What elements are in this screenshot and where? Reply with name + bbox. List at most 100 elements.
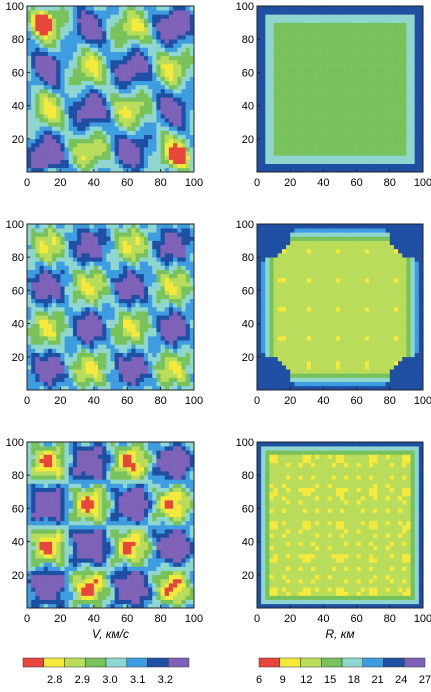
heatmap-cell <box>106 76 111 81</box>
heatmap-cell <box>164 97 170 102</box>
heatmap-cell <box>143 228 149 233</box>
heatmap-cell <box>410 167 415 173</box>
heatmap-cell <box>373 89 378 94</box>
heatmap-cell <box>344 26 349 32</box>
heatmap-cell <box>72 282 78 287</box>
heatmap-cell <box>97 228 103 233</box>
heatmap-cell <box>81 381 86 387</box>
heatmap-cell <box>139 273 145 279</box>
heatmap-cell <box>185 30 191 36</box>
heatmap-cell <box>106 101 111 106</box>
heatmap-cell <box>398 39 403 44</box>
heatmap-cell <box>102 59 107 65</box>
heatmap-cell <box>39 84 44 90</box>
heatmap-cell <box>160 138 166 144</box>
heatmap-cell <box>156 323 161 329</box>
heatmap-cell <box>177 10 182 15</box>
heatmap-cell <box>286 22 291 28</box>
heatmap-cell <box>77 344 82 349</box>
heatmap-cell <box>123 331 128 337</box>
heatmap-cell <box>306 84 312 90</box>
heatmap-cell <box>269 35 274 40</box>
heatmap-cell <box>60 93 65 98</box>
heatmap-cell <box>114 298 120 304</box>
heatmap-cell <box>143 68 149 73</box>
heatmap-cell <box>306 89 312 94</box>
heatmap-cell <box>152 51 157 57</box>
heatmap-cell <box>327 80 332 86</box>
heatmap-cell <box>189 344 195 349</box>
heatmap-cell <box>139 72 145 77</box>
heatmap-cell <box>298 51 303 57</box>
heatmap-cell <box>118 10 124 15</box>
heatmap-cell <box>261 14 266 19</box>
heatmap-cell <box>43 360 49 366</box>
heatmap-cell <box>327 118 332 123</box>
heatmap-cell <box>302 80 308 86</box>
heatmap-cell <box>168 319 174 324</box>
heatmap-cell <box>135 14 141 19</box>
heatmap-cell <box>131 319 136 324</box>
heatmap-cell <box>85 89 90 94</box>
heatmap-cell <box>327 55 332 61</box>
heatmap-cell <box>93 236 99 241</box>
heatmap-cell <box>402 126 407 131</box>
heatmap-cell <box>164 244 170 250</box>
heatmap-cell <box>60 64 65 69</box>
heatmap-cell <box>60 377 65 382</box>
heatmap-cell <box>35 327 40 333</box>
heatmap-cell <box>131 336 136 341</box>
heatmap-cell <box>164 68 170 73</box>
heatmap-cell <box>97 315 103 320</box>
heatmap-cell <box>189 142 195 148</box>
heatmap-cell <box>60 35 65 40</box>
heatmap-cell <box>290 97 295 102</box>
heatmap-cell <box>418 113 424 119</box>
heatmap-cell <box>135 365 141 370</box>
heatmap-cell <box>106 365 111 370</box>
heatmap-cell <box>123 10 128 15</box>
heatmap-cell <box>164 261 170 266</box>
heatmap-cell <box>102 340 107 345</box>
heatmap-cell <box>168 51 174 57</box>
heatmap-cell <box>393 147 399 152</box>
heatmap-cell <box>323 109 328 115</box>
heatmap-cell <box>257 18 262 23</box>
heatmap-cell <box>152 55 157 61</box>
heatmap-cell <box>31 336 36 341</box>
heatmap-cell <box>139 228 145 233</box>
heatmap-cell <box>298 126 303 131</box>
x-tick-label: 0 <box>24 395 30 407</box>
heatmap-cell <box>352 126 357 131</box>
heatmap-cell <box>344 159 349 164</box>
heatmap-cell <box>156 327 161 333</box>
heatmap-cell <box>319 39 324 44</box>
heatmap-cell <box>310 126 316 131</box>
heatmap-cell <box>385 26 391 32</box>
heatmap-cell <box>47 319 53 324</box>
heatmap-cell <box>72 381 78 387</box>
heatmap-cell <box>335 167 341 173</box>
heatmap-cell <box>77 356 82 362</box>
heatmap-cell <box>148 134 153 140</box>
heatmap-cell <box>93 369 99 374</box>
heatmap-cell <box>185 134 191 140</box>
heatmap-cell <box>327 97 332 102</box>
heatmap-cell <box>68 43 74 48</box>
heatmap-cell <box>306 147 312 152</box>
heatmap-cell <box>81 290 86 295</box>
heatmap-cell <box>68 6 74 11</box>
heatmap-cell <box>97 59 103 65</box>
heatmap-cell <box>189 55 195 61</box>
heatmap-cell <box>123 369 128 374</box>
heatmap-cell <box>156 294 161 299</box>
heatmap-cell <box>257 340 262 345</box>
heatmap-cell <box>118 282 124 287</box>
heatmap-cell <box>181 105 186 111</box>
heatmap-cell <box>168 224 174 229</box>
heatmap-cell <box>269 109 274 115</box>
heatmap-cell <box>168 360 174 366</box>
heatmap-cell <box>177 89 182 94</box>
heatmap-cell <box>135 307 141 312</box>
heatmap-cell <box>306 130 312 135</box>
